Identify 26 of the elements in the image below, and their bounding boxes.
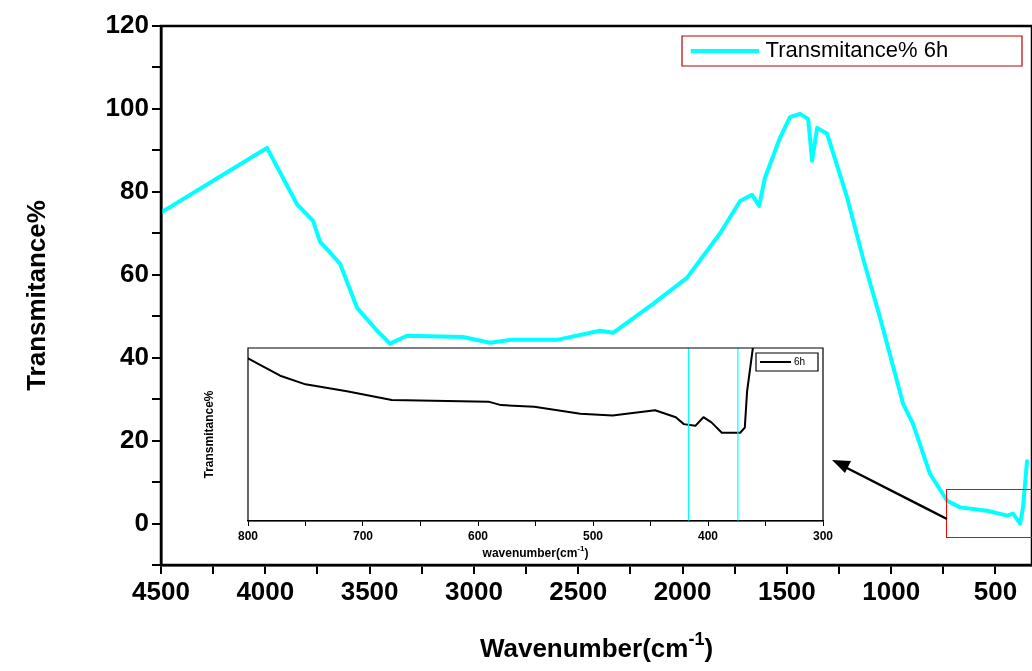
x-tick-label: 400 — [697, 528, 719, 543]
y-tick-label: 100 — [105, 92, 149, 123]
x-tick-label: 700 — [352, 528, 374, 543]
x-tick-label: 3000 — [445, 575, 503, 606]
x-tick-label: 2500 — [549, 575, 608, 606]
y-axis-title: Transmitance% — [21, 200, 52, 391]
x-tick-label: 4500 — [132, 575, 190, 606]
y-tick-label: 60 — [120, 257, 149, 288]
legend-label: 6h — [794, 355, 806, 367]
legend-label: Transmitance% 6h — [765, 37, 949, 63]
x-tick-label: 500 — [582, 528, 604, 543]
x-tick-label: 4000 — [236, 575, 295, 606]
x-tick-label: 1500 — [757, 575, 816, 606]
y-axis-title: Transmitance% — [202, 390, 217, 479]
x-tick-label: 1000 — [862, 575, 921, 606]
x-tick-label: 3500 — [340, 575, 399, 606]
x-tick-label: 600 — [467, 528, 489, 543]
y-tick-label: 40 — [120, 340, 149, 371]
x-tick-label: 800 — [237, 528, 259, 543]
x-tick-label: 500 — [973, 575, 1018, 606]
x-tick-label: 2000 — [653, 575, 712, 606]
y-tick-label: 80 — [120, 175, 149, 206]
y-tick-label: 20 — [120, 423, 149, 454]
y-tick-label: 120 — [105, 9, 149, 40]
x-tick-label: 300 — [812, 528, 834, 543]
y-tick-label: 0 — [134, 506, 149, 537]
